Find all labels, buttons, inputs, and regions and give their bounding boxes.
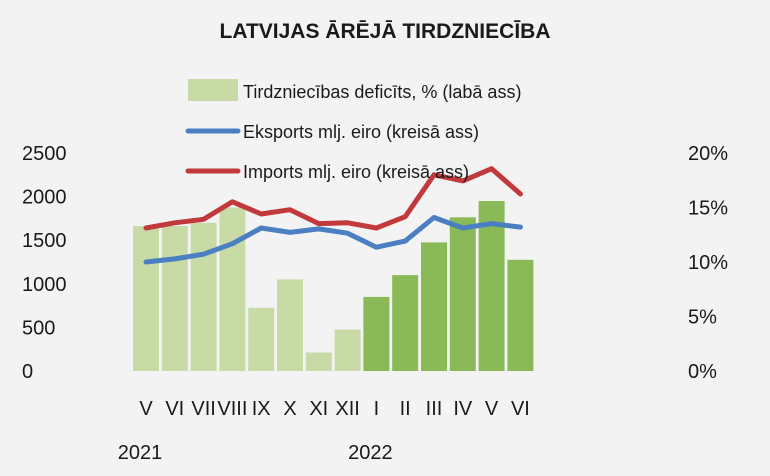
x-tick-8: I — [374, 398, 380, 420]
deficit-bar-7 — [334, 329, 361, 371]
deficit-bar-11 — [449, 217, 476, 371]
x-tick-7: XII — [335, 398, 359, 420]
x-tick-13: VI — [511, 398, 530, 420]
x-tick-2: VII — [191, 398, 215, 420]
deficit-bar-1 — [161, 226, 188, 371]
left-axis: 0 500 1000 1500 2000 2500 — [22, 143, 67, 383]
legend-label-1: Eksports mlj. eiro (kreisā ass) — [243, 122, 479, 142]
legend-label-2: Imports mlj. eiro (kreisā ass) — [243, 162, 469, 182]
deficit-bar-0 — [133, 226, 159, 371]
right-tick-2: 10% — [688, 252, 728, 274]
legend-swatch-deficit — [188, 79, 238, 101]
deficit-bar-5 — [277, 279, 303, 371]
deficit-bar-4 — [248, 307, 275, 371]
left-tick-5: 2500 — [22, 143, 67, 165]
x-tick-0: V — [139, 398, 153, 420]
x-tick-4: IX — [252, 398, 271, 420]
year-labels: 2021 2022 — [118, 442, 393, 464]
year-label-2022: 2022 — [348, 442, 393, 464]
chart-title: LATVIJAS ĀRĒJĀ TIRDZNIECĪBA — [220, 20, 551, 43]
line-series — [143, 166, 523, 265]
deficit-bar-6 — [305, 352, 332, 371]
x-tick-3: VIII — [217, 398, 247, 420]
legend-label-0: Tirdzniecības deficīts, % (labā ass) — [243, 82, 521, 102]
right-tick-3: 15% — [688, 198, 728, 220]
left-tick-1: 500 — [22, 317, 55, 339]
right-tick-1: 5% — [688, 307, 717, 329]
right-tick-4: 20% — [688, 143, 728, 165]
right-tick-0: 0% — [688, 361, 717, 383]
export-line — [143, 215, 523, 265]
left-tick-4: 2000 — [22, 187, 67, 209]
year-label-2021: 2021 — [118, 442, 163, 464]
deficit-bar-9 — [392, 275, 419, 371]
x-tick-6: XI — [309, 398, 328, 420]
left-tick-2: 1000 — [22, 274, 67, 296]
x-tick-1: VI — [165, 398, 184, 420]
deficit-bar-2 — [190, 222, 217, 371]
x-tick-9: II — [400, 398, 411, 420]
x-tick-12: V — [485, 398, 499, 420]
left-tick-3: 1500 — [22, 230, 67, 252]
deficit-bar-13 — [507, 259, 534, 371]
deficit-bar-10 — [421, 242, 447, 371]
deficit-bar-3 — [219, 207, 246, 371]
x-tick-5: X — [283, 398, 296, 420]
deficit-bar-8 — [363, 296, 390, 371]
import-line — [143, 166, 523, 231]
x-tick-10: III — [426, 398, 443, 420]
bar-series — [133, 201, 534, 371]
legend: Tirdzniecības deficīts, % (labā ass) Eksp… — [185, 79, 521, 182]
x-tick-11: IV — [453, 398, 473, 420]
deficit-bar-12 — [478, 201, 505, 371]
left-tick-0: 0 — [22, 361, 33, 383]
x-axis: V VI VII VIII IX X XI XII I II III IV V VI — [139, 398, 530, 420]
right-axis: 0% 5% 10% 15% 20% — [688, 143, 728, 383]
